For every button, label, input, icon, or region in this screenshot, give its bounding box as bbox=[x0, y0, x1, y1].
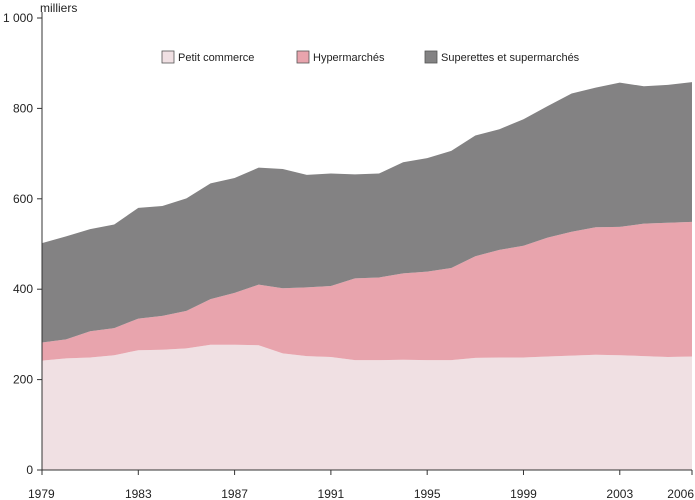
y-tick-label: 1 000 bbox=[3, 11, 33, 25]
y-tick-label: 400 bbox=[13, 282, 33, 296]
y-tick-label: 800 bbox=[13, 101, 33, 115]
y-unit-label: milliers bbox=[40, 1, 77, 15]
legend-swatch bbox=[296, 50, 310, 64]
legend-swatch bbox=[161, 50, 175, 64]
area-layer bbox=[42, 82, 692, 470]
x-tick-label: 2003 bbox=[606, 487, 633, 500]
x-tick-label: 1983 bbox=[125, 487, 152, 500]
x-tick-label: 1999 bbox=[510, 487, 537, 500]
x-tick-label: 1979 bbox=[28, 487, 55, 500]
legend-item: Petit commerce bbox=[161, 50, 254, 64]
y-axis-ticks: 0 200 400 600 800 1 000 bbox=[3, 11, 42, 477]
legend-item: Superettes et supermarchés bbox=[424, 50, 580, 64]
legend-item: Hypermarchés bbox=[296, 50, 385, 64]
legend-label: Petit commerce bbox=[178, 52, 254, 64]
y-tick-label: 0 bbox=[26, 463, 33, 477]
area-series-1 bbox=[42, 344, 692, 470]
legend-label: Hypermarchés bbox=[313, 52, 385, 64]
x-tick-label: 1995 bbox=[414, 487, 441, 500]
area-series-2 bbox=[42, 221, 692, 361]
legend-swatch bbox=[424, 50, 438, 64]
legend: Petit commerce Hypermarchés Superettes et … bbox=[161, 50, 580, 64]
x-tick-label: 2006 bbox=[667, 487, 694, 500]
x-tick-label: 1987 bbox=[221, 487, 248, 500]
x-tick-label: 1991 bbox=[318, 487, 345, 500]
y-tick-label: 600 bbox=[13, 192, 33, 206]
x-axis-ticks: 1979 1983 1987 1991 1995 1999 2003 2006 bbox=[28, 470, 694, 500]
y-tick-label: 200 bbox=[13, 373, 33, 387]
legend-label: Superettes et supermarchés bbox=[441, 52, 580, 64]
area-series-3 bbox=[42, 82, 692, 343]
